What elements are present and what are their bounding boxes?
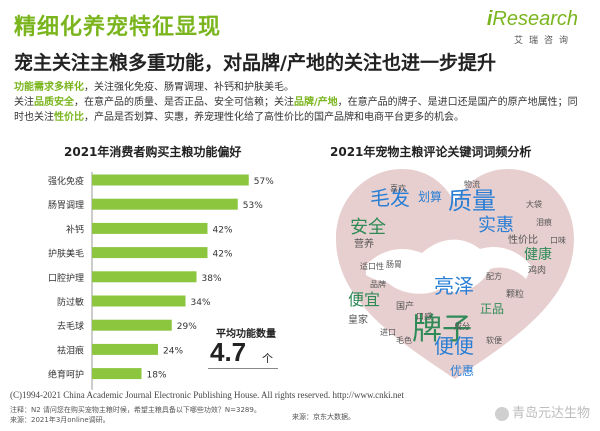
cloud-word: 健康 [524,246,552,263]
heart-shape [336,169,574,379]
average-underline [208,368,278,369]
cloud-word: 口味 [550,235,566,245]
word-cloud-title: 2021年宠物主粮评论关键词词频分析 [330,145,532,159]
cloud-word: 质量 [448,187,496,215]
cloud-word: 便便 [434,334,474,358]
bar [92,222,208,234]
cloud-word: 正品 [480,302,504,316]
bar-chart-title: 2021年消费者购买主粮功能偏好 [64,145,242,159]
bar-value-label: 57% [254,177,274,187]
cloud-word: 物流 [464,179,480,189]
cloud-word: 国产 [396,300,414,312]
bar-value-label: 42% [213,225,233,235]
bar [92,174,249,186]
cloud-word: 毛色 [396,335,412,345]
cloud-word: 泪痕 [536,217,552,227]
category-label: 肠胃调理 [48,200,84,211]
bar-value-label: 38% [202,274,222,284]
description-text: 功能需求多样化，关注强化免疫、肠胃调理、补钙和护肤美毛。 关注品质安全，在意产品… [14,82,578,123]
cloud-word: 亮泽 [434,274,474,298]
chart-note: 注释：N2 请问您在购买宠物主粮时候，希望主粮具备以下哪些功效？N=3289。 … [10,406,261,424]
average-count-label: 平均功能数量 [216,329,276,340]
average-count-unit: 个 [262,352,273,365]
category-label: 绝育呵护 [48,369,84,381]
cloud-word: 实惠 [478,215,514,236]
cloud-word: 成分 [454,321,470,331]
category-label: 去毛球 [57,320,84,332]
cloud-word: 皇家 [348,313,368,326]
cloud-word: 配方 [486,271,502,281]
bar [92,295,186,307]
cloud-word: 划算 [418,189,442,204]
bar-value-label: 42% [213,250,233,260]
category-label: 强化免疫 [48,175,84,187]
bar-value-label: 53% [243,201,263,211]
cloud-word: 优惠 [450,364,474,378]
cloud-word: 鸡肉 [528,264,546,276]
page-title: 精细化养宠特征显现 [14,15,222,40]
bar [92,368,142,380]
cloud-word: 毛发 [370,186,410,210]
bar [92,343,158,355]
bar [92,271,197,283]
category-label: 口腔护理 [48,272,84,284]
cloud-word: 品牌 [370,279,386,289]
bar [92,198,238,210]
cloud-word: 安全 [350,217,386,238]
function-preference-bar-chart: 强化免疫 57% 肠胃调理 53% 补钙 42% 护肤美毛 42% 口腔护理 38% 防过敏 34% 去… [48,172,274,390]
cloud-word: 便宜 [348,290,380,309]
category-label: 防过敏 [57,296,84,308]
category-label: 护肤美毛 [48,248,84,260]
cloud-word: 大袋 [526,199,542,209]
cloud-word: 颗粒 [506,288,524,300]
cloud-word: 性价比 [508,233,538,246]
cloud-word: 肠胃 [386,260,402,269]
watermark-icon [494,406,509,421]
cloud-word: 喜欢 [390,183,406,193]
cloud-word: 适口性 [360,261,384,271]
bar [92,319,172,331]
bar [92,247,208,259]
copyright-line: (C)1994-2021 China Academic Journal Elec… [10,390,404,400]
cloud-word: 口感 [416,311,432,321]
category-label: 补钙 [66,223,84,235]
cloud-word: 进口 [380,328,396,337]
bar-value-label: 24% [163,346,183,356]
cloud-word: 软便 [486,335,502,345]
cloud-word: 牌子 [412,312,472,347]
bar-value-label: 34% [191,298,211,308]
bar-value-label: 29% [177,322,197,332]
page-subtitle: 宠主关注主粮多重功能，对品牌/产地的关注也进一步提升 [14,52,496,74]
bar-value-label: 18% [147,371,167,381]
iresearch-logo: iResearch 艾瑞咨询 [486,8,578,46]
cloud-word: 营养 [354,237,374,250]
watermark: 青岛元达生物 [494,402,590,421]
word-cloud-source: 来源：京东大数据。 [292,413,355,421]
average-count-value: 4.7 [210,337,247,367]
category-label: 祛泪痕 [57,344,84,356]
